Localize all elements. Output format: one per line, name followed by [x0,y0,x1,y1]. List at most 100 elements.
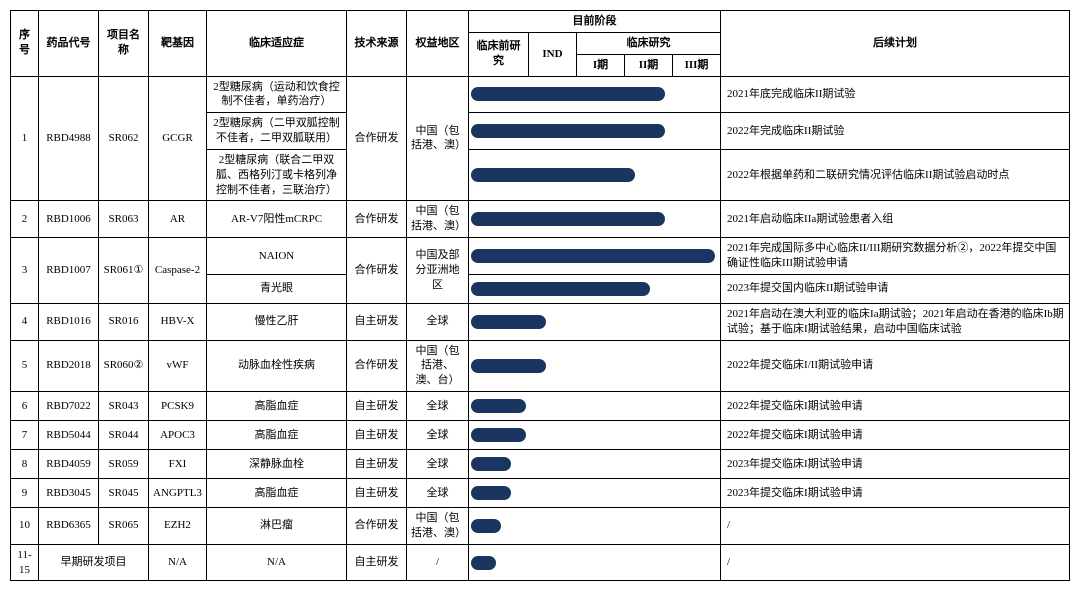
seq-cell: 7 [11,421,39,450]
col-plan: 后续计划 [721,11,1070,77]
code-cell: RBD2018 [39,340,99,392]
seq-cell: 5 [11,340,39,392]
indication-cell: 2型糖尿病（二甲双胍控制不佳者，二甲双胍联用） [207,113,347,150]
phase-bar-cell [469,340,721,392]
region-cell: 全球 [407,421,469,450]
pipeline-table: 序号 药品代号 项目名称 靶基因 临床适应症 技术来源 权益地区 目前阶段 后续… [10,10,1070,581]
col-code: 药品代号 [39,11,99,77]
code-cell: RBD7022 [39,392,99,421]
progress-bar [471,168,635,182]
plan-cell: 2021年底完成临床II期试验 [721,76,1070,113]
indication-cell: 淋巴瘤 [207,508,347,545]
tech-cell: 合作研发 [347,201,407,238]
plan-cell: 2023年提交临床I期试验申请 [721,479,1070,508]
indication-cell: AR-V7阳性mCRPC [207,201,347,238]
indication-cell: 高脂血症 [207,421,347,450]
progress-bar [471,428,526,442]
col-gene: 靶基因 [149,11,207,77]
seq-cell: 9 [11,479,39,508]
table-header: 序号 药品代号 项目名称 靶基因 临床适应症 技术来源 权益地区 目前阶段 后续… [11,11,1070,77]
seq-cell: 2 [11,201,39,238]
plan-cell: 2021年启动在澳大利亚的临床Ia期试验；2021年启动在香港的临床Ib期试验；… [721,303,1070,340]
region-cell: / [407,544,469,581]
code-cell: RBD5044 [39,421,99,450]
table-row: 2RBD1006SR063ARAR-V7阳性mCRPC合作研发中国（包括港、澳）… [11,201,1070,238]
region-cell: 中国（包括港、澳、台） [407,340,469,392]
project-cell: SR060② [99,340,149,392]
gene-cell: HBV-X [149,303,207,340]
project-cell: SR044 [99,421,149,450]
tech-cell: 合作研发 [347,508,407,545]
progress-bar [471,556,496,570]
col-indication: 临床适应症 [207,11,347,77]
col-phase1: I期 [577,54,625,76]
region-cell: 中国（包括港、澳） [407,201,469,238]
project-cell: SR043 [99,392,149,421]
tech-cell: 合作研发 [347,238,407,304]
col-region: 权益地区 [407,11,469,77]
gene-cell: PCSK9 [149,392,207,421]
progress-bar [471,87,665,101]
project-cell: SR059 [99,450,149,479]
table-body: 1RBD4988SR062GCGR2型糖尿病（运动和饮食控制不佳者，单药治疗）合… [11,76,1070,581]
code-cell: RBD4988 [39,76,99,201]
phase-bar-cell [469,303,721,340]
phase-bar-cell [469,479,721,508]
table-row: 7RBD5044SR044APOC3高脂血症自主研发全球2022年提交临床I期试… [11,421,1070,450]
progress-bar [471,457,511,471]
code-cell: RBD4059 [39,450,99,479]
table-row: 3RBD1007SR061①Caspase-2NAION合作研发中国及部分亚洲地… [11,238,1070,275]
col-phase-group: 目前阶段 [469,11,721,33]
table-row: 11-15早期研发项目N/AN/A自主研发// [11,544,1070,581]
seq-cell: 4 [11,303,39,340]
project-cell: SR061① [99,238,149,304]
gene-cell: N/A [149,544,207,581]
plan-cell: 2022年提交临床I期试验申请 [721,392,1070,421]
seq-cell: 10 [11,508,39,545]
col-project: 项目名称 [99,11,149,77]
table-row: 9RBD3045SR045ANGPTL3高脂血症自主研发全球2023年提交临床I… [11,479,1070,508]
plan-cell: 2023年提交临床I期试验申请 [721,450,1070,479]
region-cell: 全球 [407,303,469,340]
progress-bar [471,359,546,373]
seq-cell: 6 [11,392,39,421]
code-cell: RBD1016 [39,303,99,340]
col-clinical: 临床研究 [577,32,721,54]
indication-cell: 高脂血症 [207,479,347,508]
early-projects-cell: 早期研发项目 [39,544,149,581]
table-row: 5RBD2018SR060②vWF动脉血栓性疾病合作研发中国（包括港、澳、台）2… [11,340,1070,392]
code-cell: RBD1007 [39,238,99,304]
indication-cell: 动脉血栓性疾病 [207,340,347,392]
indication-cell: 2型糖尿病（联合二甲双胍、西格列汀或卡格列净控制不佳者，三联治疗） [207,149,347,201]
col-phase2: II期 [625,54,673,76]
gene-cell: EZH2 [149,508,207,545]
progress-bar [471,399,526,413]
indication-cell: 慢性乙肝 [207,303,347,340]
region-cell: 全球 [407,479,469,508]
table-row: 4RBD1016SR016HBV-X慢性乙肝自主研发全球2021年启动在澳大利亚… [11,303,1070,340]
plan-cell: / [721,544,1070,581]
col-ind: IND [529,32,577,76]
region-cell: 中国（包括港、澳） [407,76,469,201]
tech-cell: 自主研发 [347,479,407,508]
phase-bar-cell [469,392,721,421]
code-cell: RBD3045 [39,479,99,508]
table-row: 1RBD4988SR062GCGR2型糖尿病（运动和饮食控制不佳者，单药治疗）合… [11,76,1070,113]
tech-cell: 自主研发 [347,450,407,479]
phase-bar-cell [469,421,721,450]
project-cell: SR062 [99,76,149,201]
col-seq: 序号 [11,11,39,77]
col-preclinical: 临床前研究 [469,32,529,76]
phase-bar-cell [469,450,721,479]
progress-bar [471,249,715,263]
tech-cell: 自主研发 [347,392,407,421]
gene-cell: APOC3 [149,421,207,450]
tech-cell: 自主研发 [347,421,407,450]
plan-cell: 2022年提交临床I/II期试验申请 [721,340,1070,392]
phase-bar-cell [469,113,721,150]
progress-bar [471,282,650,296]
progress-bar [471,486,511,500]
plan-cell: 2021年启动临床IIa期试验患者入组 [721,201,1070,238]
seq-cell: 8 [11,450,39,479]
phase-bar-cell [469,544,721,581]
